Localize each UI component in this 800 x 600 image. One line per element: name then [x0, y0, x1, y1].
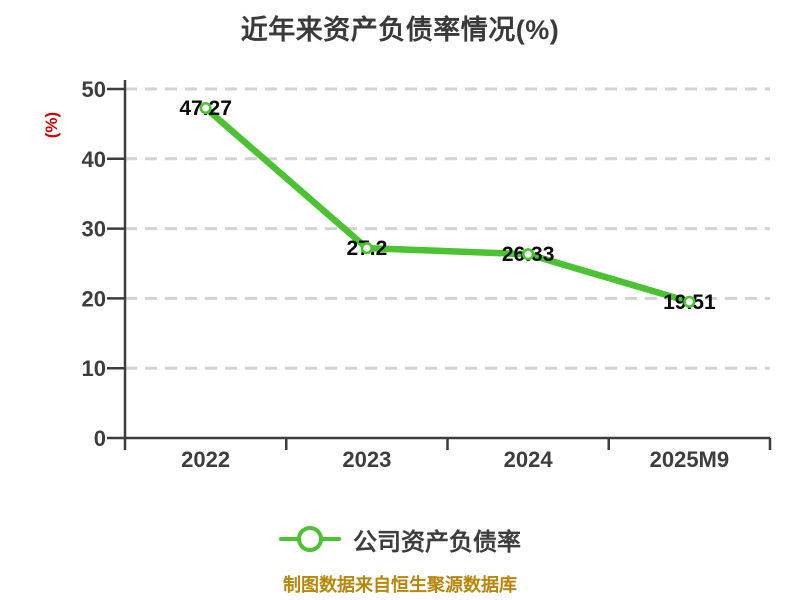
y-tick-label: 40 — [82, 147, 106, 172]
data-point-marker — [522, 248, 535, 261]
legend-label: 公司资产负债率 — [353, 528, 521, 556]
legend-line-marker-icon — [279, 525, 341, 553]
source-note: 制图数据来自恒生聚源数据库 — [283, 575, 517, 595]
x-tick-label: 2025M9 — [650, 447, 730, 472]
legend-circle-icon — [297, 526, 323, 552]
data-point-marker — [683, 295, 696, 308]
data-point-marker — [199, 101, 212, 115]
legend: 公司资产负债率 — [0, 524, 800, 556]
y-tick-label: 50 — [82, 77, 106, 102]
y-tick-label: 10 — [82, 356, 106, 381]
y-tick-label: 30 — [82, 217, 106, 242]
x-tick-label: 2022 — [181, 447, 230, 472]
x-tick-label: 2024 — [504, 447, 554, 472]
series-line — [202, 104, 693, 306]
y-tick-label: 20 — [82, 286, 106, 311]
x-tick-label: 2023 — [342, 447, 391, 472]
data-point-marker — [360, 242, 373, 255]
chart-title: 近年来资产负债率情况(%) — [240, 15, 560, 45]
y-tick-label: 0 — [94, 426, 106, 451]
y-axis-title: (%) — [42, 112, 61, 138]
